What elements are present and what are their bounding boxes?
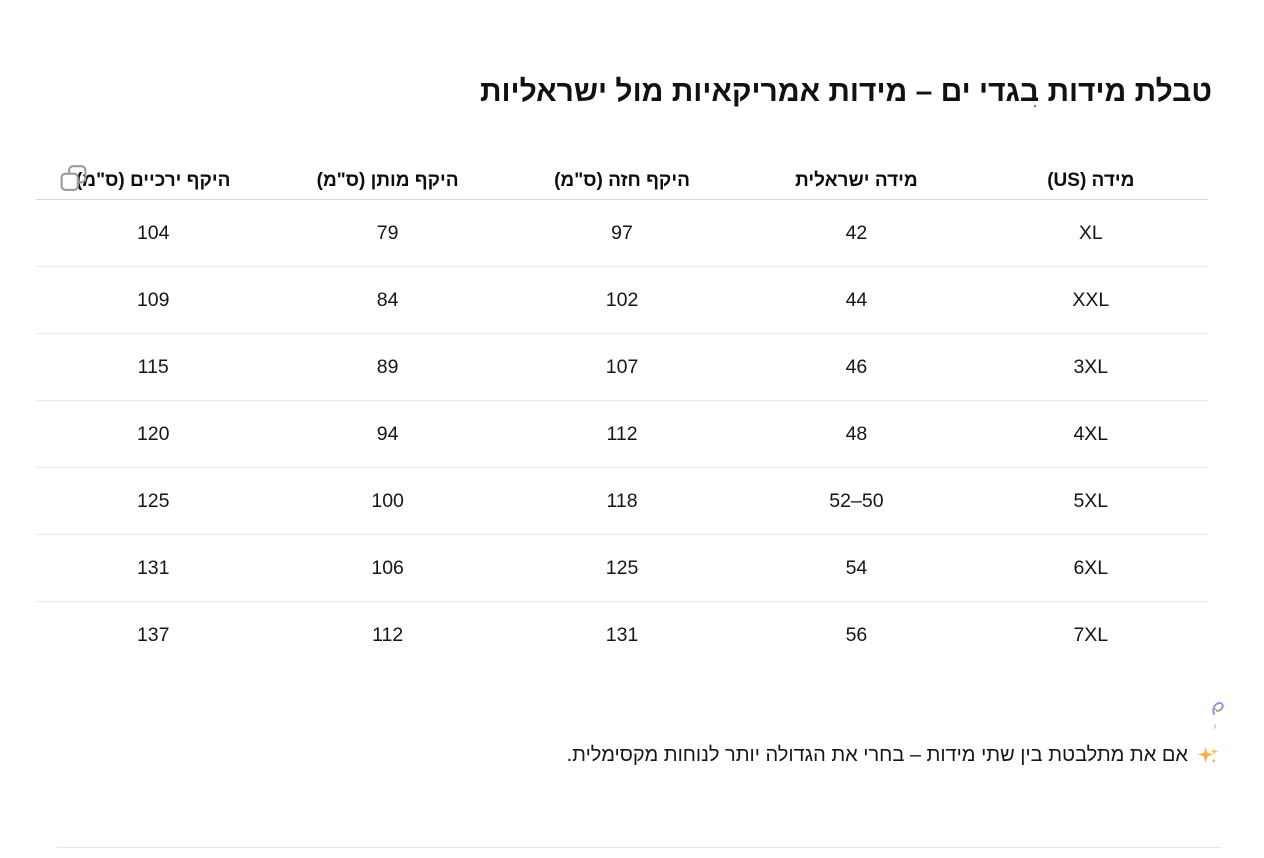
table-cell: 125 <box>504 534 740 602</box>
table-row: 5XL 50–52 118 100 125 <box>36 467 1208 535</box>
table-cell: 44 <box>739 266 974 334</box>
table-row: 6XL 54 125 106 131 <box>36 534 1208 602</box>
table-row: 7XL 56 131 112 137 <box>36 602 1208 669</box>
table-row: 3XL 46 107 89 115 <box>36 333 1208 401</box>
table-cell: 112 <box>504 400 740 468</box>
table-cell: 48 <box>739 400 974 468</box>
table-cell: 3XL <box>973 333 1208 401</box>
table-cell: 102 <box>504 266 740 334</box>
tip-note-text: אם את מתלבטת בין שתי מידות – בחרי את הגד… <box>566 744 1188 766</box>
table-cell: 79 <box>270 199 505 267</box>
table-cell: 56 <box>845 623 868 646</box>
message-divider <box>57 847 1222 848</box>
table-cell: 97 <box>504 199 740 267</box>
table-cell: 84 <box>270 266 505 334</box>
table-cell: 4XL <box>973 400 1208 468</box>
table-cell: 120 <box>36 400 271 468</box>
table-cell: 46 <box>739 333 974 401</box>
table-cell: 106 <box>270 534 505 602</box>
emoji-fragment <box>1208 699 1232 731</box>
table-cell: 125 <box>36 467 271 535</box>
table-cell: 100 <box>270 467 505 535</box>
column-header-israeli-size: מידה ישראלית <box>739 162 974 200</box>
table-body: XL 42 97 79 104 XXL 44 102 84 109 3XL 46 107 89 115 4XL… <box>36 199 1208 669</box>
table-cell: 6XL <box>973 534 1208 602</box>
column-header-chest: היקף חזה (ס"מ) <box>504 162 740 200</box>
copy-icon <box>58 163 89 193</box>
table-cell: 104 <box>36 199 271 267</box>
tip-note: אם את מתלבטת בין שתי מידות – בחרי את הגד… <box>20 740 1220 770</box>
table-row: XL 42 97 79 104 <box>36 199 1208 267</box>
table-cell: 112 <box>372 623 404 646</box>
table-cell: 107 <box>504 333 740 401</box>
table-cell: 131 <box>36 534 271 602</box>
table-cell: 50–52 <box>739 467 974 535</box>
sparkles-icon <box>1197 744 1220 767</box>
table-cell: 54 <box>739 534 974 602</box>
copy-table-button[interactable] <box>58 163 89 193</box>
table-cell: 94 <box>270 400 505 468</box>
page-title: טבלת מידות בגדי ים – מידות אמריקאיות מול… <box>479 75 1212 108</box>
table-cell: 42 <box>739 199 974 267</box>
table-cell: 5XL <box>973 467 1208 535</box>
stray-period-text: . <box>1032 94 1038 111</box>
table-cell: 131 <box>605 623 639 646</box>
column-header-waist: היקף מותן (ס"מ) <box>270 162 505 200</box>
size-table-container: מידה (US) מידה ישראלית היקף חזה (ס"מ) הי… <box>36 162 1208 668</box>
table-cell: 118 <box>504 467 740 535</box>
table-cell: XXL <box>973 266 1208 334</box>
table-cell: 109 <box>36 266 271 334</box>
table-row: XXL 44 102 84 109 <box>36 266 1208 334</box>
table-header-row: מידה (US) מידה ישראלית היקף חזה (ס"מ) הי… <box>36 162 1208 200</box>
table-cell: 7XL <box>1073 623 1109 646</box>
table-cell: 115 <box>36 333 271 401</box>
column-header-us-size: מידה (US) <box>973 162 1208 200</box>
size-table: מידה (US) מידה ישראלית היקף חזה (ס"מ) הי… <box>36 162 1208 668</box>
table-row: 4XL 48 112 94 120 <box>36 400 1208 468</box>
table-cell: XL <box>973 199 1208 267</box>
table-cell: 137 <box>136 623 170 646</box>
table-cell: 89 <box>270 333 505 401</box>
